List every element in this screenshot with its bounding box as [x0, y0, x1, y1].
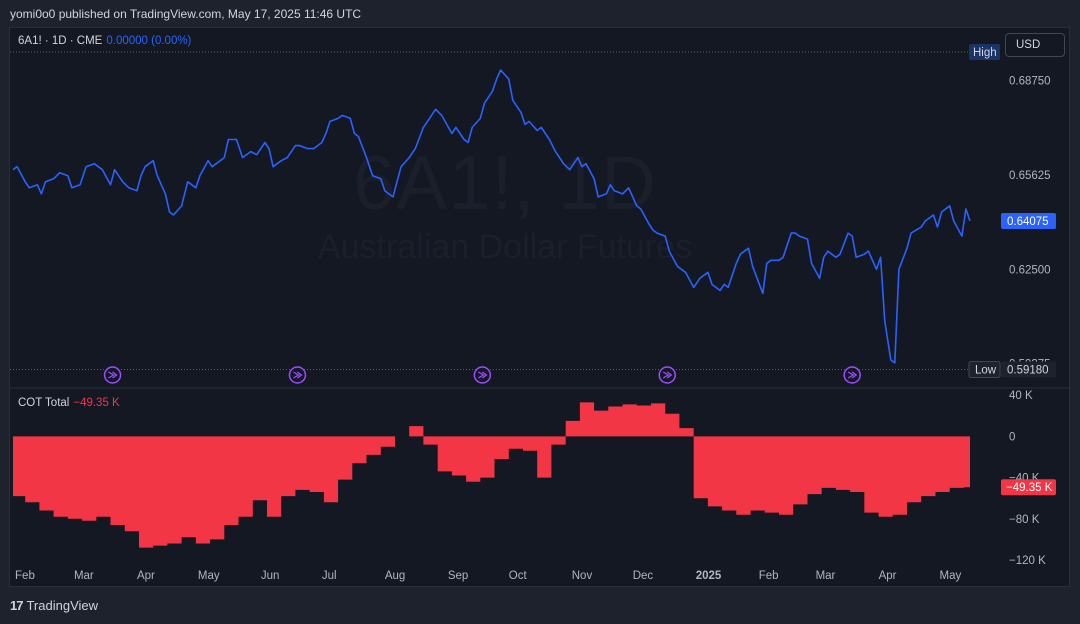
price-change-value: 0.00000 (0.00%)	[106, 35, 192, 47]
event-arrow-glyph	[108, 371, 118, 379]
high-label-bg	[969, 44, 1000, 60]
watermark-description: Australian Dollar Futures	[317, 228, 693, 266]
price-axis-tick: 0.65625	[1009, 170, 1051, 182]
time-axis-tick: Dec	[633, 570, 654, 582]
main-legend: 6A1! · 1D · CME 0.00000 (0.00%)	[18, 35, 191, 47]
time-axis-tick: Mar	[74, 570, 94, 582]
time-axis-tick: Feb	[759, 570, 779, 582]
cot-last-bg	[1001, 479, 1056, 496]
event-arrow-glyph	[293, 371, 303, 379]
cot-axis-tick: 40 K	[1009, 390, 1033, 402]
time-axis-tick: Apr	[137, 570, 155, 582]
time-axis-tick: May	[940, 570, 962, 582]
time-axis-tick: Jun	[261, 570, 280, 582]
cot-indicator-value: −49.35 K	[73, 397, 120, 409]
time-axis-tick: Mar	[816, 570, 836, 582]
watermark-symbol: 6A1!, 1D	[353, 141, 657, 226]
tradingview-logo-icon: 17	[10, 598, 24, 613]
brand-label: TradingView	[26, 598, 99, 613]
price-axis-tick: 0.62500	[1009, 264, 1051, 276]
cot-axis-tick: 0	[1009, 431, 1015, 443]
tradingview-brand[interactable]: 17 TradingView	[10, 598, 98, 613]
high-label: High	[973, 47, 997, 59]
event-arrow-glyph	[662, 371, 673, 379]
cot-legend: COT Total −49.35 K	[18, 397, 120, 409]
time-axis-tick: Jul	[322, 570, 337, 582]
time-axis-tick: May	[198, 570, 220, 582]
low-label: Low	[975, 365, 997, 377]
time-axis-tick: 2025	[696, 570, 722, 582]
cot-axis-tick: −80 K	[1009, 514, 1040, 526]
time-axis-tick: Nov	[572, 570, 593, 582]
low-label-bg	[968, 361, 1001, 379]
time-axis-tick: Apr	[879, 570, 897, 582]
price-line-series[interactable]	[12, 69, 971, 364]
time-axis-tick: Sep	[448, 570, 468, 582]
event-arrow-glyph	[478, 371, 488, 379]
event-arrow-glyph	[847, 371, 858, 379]
publish-info: yomi0o0 published on TradingView.com, Ma…	[10, 7, 362, 21]
low-value: 0.59180	[1007, 365, 1049, 377]
time-axis-tick: Feb	[15, 570, 35, 582]
last-price-bg	[1001, 213, 1056, 230]
last-price-label: 0.64075	[1007, 216, 1049, 228]
price-axis-tick: 0.68750	[1009, 76, 1051, 88]
symbol-label[interactable]: 6A1! · 1D · CME	[18, 35, 103, 47]
time-axis-tick: Aug	[385, 570, 405, 582]
cot-area-series[interactable]	[13, 402, 970, 548]
time-axis-tick: Oct	[509, 570, 528, 582]
currency-button[interactable]: USD	[1005, 33, 1065, 57]
cot-last-label: −49.35 K	[1006, 482, 1053, 494]
low-value-bg	[1001, 361, 1056, 378]
cot-axis-tick: −120 K	[1009, 555, 1046, 567]
cot-indicator-label[interactable]: COT Total	[18, 397, 70, 409]
